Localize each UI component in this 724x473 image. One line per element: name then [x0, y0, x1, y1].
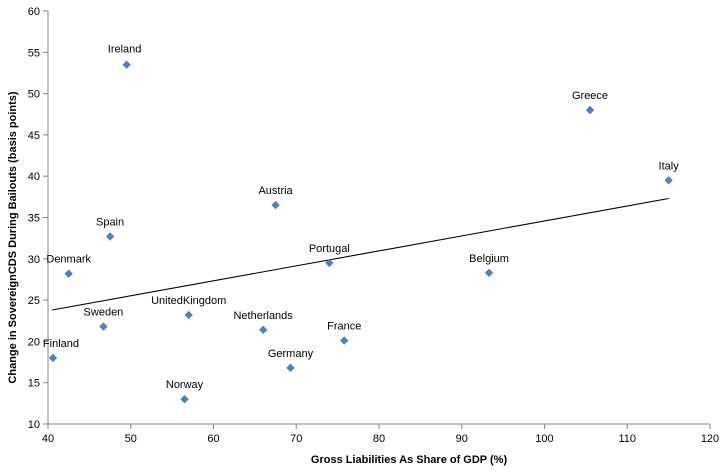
data-point-marker: [325, 258, 334, 268]
y-tick-label: 15: [28, 378, 40, 390]
data-point-label: Denmark: [46, 254, 91, 266]
data-point-label: Norway: [166, 379, 204, 391]
x-tick-label: 60: [207, 433, 219, 445]
y-tick-label: 45: [28, 130, 40, 142]
x-tick-label: 70: [290, 433, 302, 445]
data-point-marker: [340, 336, 349, 345]
data-point-label: Portugal: [309, 243, 350, 255]
x-tick-label: 40: [42, 433, 54, 445]
y-tick-label: 30: [28, 254, 40, 266]
data-point-marker: [180, 395, 189, 404]
y-tick-label: 35: [28, 213, 40, 225]
data-point-label: Belgium: [469, 253, 509, 265]
y-tick-label: 20: [28, 336, 40, 348]
data-point-marker: [484, 268, 494, 278]
data-point-marker: [105, 232, 115, 241]
y-tick-label: 55: [28, 47, 40, 59]
data-points: Ireland Greece Italy Austria Spain Portugal De…: [43, 44, 679, 404]
data-point-label: Greece: [572, 90, 608, 102]
data-point-marker: [585, 105, 595, 115]
data-point-marker: [48, 353, 58, 363]
y-tick-label: 50: [28, 89, 40, 101]
y-tick-label: 40: [28, 171, 40, 183]
x-axis-label: Gross Liabilities As Share of GDP (%): [311, 454, 508, 466]
data-point-label: Spain: [96, 216, 124, 228]
axes: 10 15 20 25 30 35 40 45 50 55 60 40 50 60 70 80 90 100 110…: [28, 6, 719, 445]
y-tick-label: 60: [28, 6, 40, 18]
data-point-marker: [184, 310, 193, 320]
data-point-marker: [122, 60, 131, 69]
data-point-label: Austria: [258, 185, 293, 197]
data-point-marker: [64, 269, 73, 278]
data-point-label: UnitedKingdom: [151, 295, 226, 307]
data-point-label: Germany: [268, 348, 314, 360]
data-point-marker: [286, 363, 295, 373]
x-tick-label: 80: [373, 433, 385, 445]
data-point-label: France: [327, 321, 361, 333]
y-tick-label: 25: [28, 295, 40, 307]
y-axis-label: Change in SovereignCDS During Bailouts (…: [7, 91, 19, 383]
data-point-marker: [664, 176, 673, 185]
y-tick-label: 10: [28, 419, 40, 431]
x-tick-label: 50: [125, 433, 137, 445]
x-tick-label: 120: [701, 433, 719, 445]
trendline-group: [52, 197, 669, 311]
data-point-label: Ireland: [108, 44, 142, 56]
data-point-marker: [99, 322, 108, 331]
x-tick-label: 110: [618, 433, 636, 445]
data-point-label: Finland: [43, 338, 79, 350]
data-point-label: Sweden: [84, 307, 124, 319]
data-point-marker: [258, 325, 268, 335]
x-tick-label: 100: [535, 433, 553, 445]
trendline: [52, 197, 669, 311]
data-point-marker: [271, 200, 280, 210]
data-point-label: Italy: [659, 160, 680, 172]
data-point-label: Netherlands: [233, 310, 293, 322]
x-tick-label: 90: [456, 433, 468, 445]
